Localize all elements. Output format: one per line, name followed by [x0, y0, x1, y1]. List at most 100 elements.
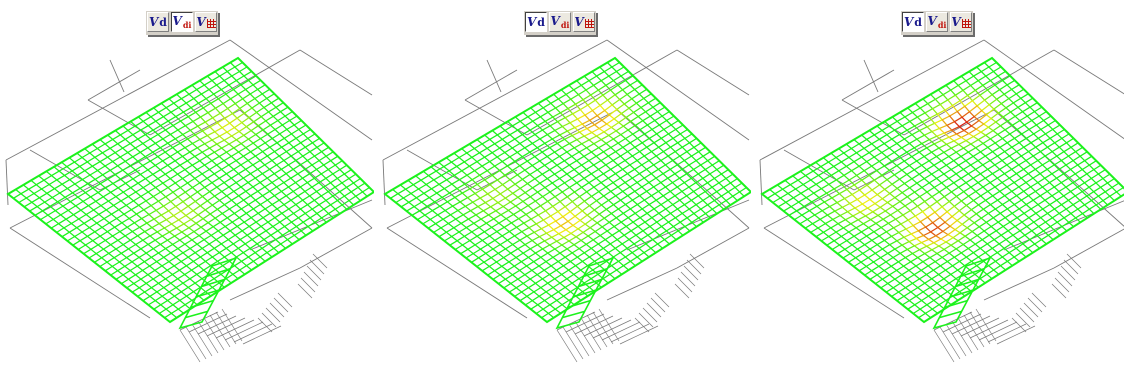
mesh-line — [646, 119, 656, 126]
mesh-line — [595, 131, 605, 137]
mesh-line — [266, 150, 276, 157]
mesh-line — [713, 173, 723, 180]
mesh-line — [162, 200, 172, 207]
mesh-line — [1039, 150, 1046, 157]
mesh-line — [92, 235, 101, 242]
mesh-line — [896, 160, 905, 167]
mesh-line — [237, 146, 247, 153]
mesh-line — [1014, 111, 1024, 117]
mesh-line — [720, 195, 727, 202]
mesh-line — [657, 186, 667, 193]
mesh-line — [617, 203, 627, 210]
mesh-line — [1003, 88, 1013, 95]
mesh-line — [477, 252, 487, 259]
mesh-line — [322, 186, 329, 193]
v-grid-button[interactable]: V — [195, 12, 217, 32]
mesh-line — [612, 177, 621, 184]
mesh-line — [250, 125, 260, 132]
mesh-line — [226, 212, 236, 219]
mesh-line — [713, 195, 723, 202]
mesh-line — [858, 143, 865, 149]
mesh-line — [216, 160, 225, 166]
mesh-line — [924, 108, 934, 114]
mesh-line — [559, 112, 566, 119]
mesh-line — [204, 182, 213, 188]
mesh-line — [1035, 119, 1045, 126]
mesh-line — [253, 230, 260, 236]
frame-line — [983, 267, 1055, 301]
mesh-line — [172, 164, 181, 171]
mesh-line — [163, 223, 173, 229]
mesh-line — [1060, 204, 1067, 210]
mesh-line — [561, 164, 570, 171]
mesh-line — [645, 238, 654, 245]
mesh-line — [541, 147, 551, 153]
mesh-line — [56, 201, 64, 207]
mesh-line — [309, 217, 316, 223]
mesh-line — [553, 93, 560, 100]
mesh-line — [283, 199, 292, 206]
mesh-line — [509, 151, 518, 158]
mesh-line — [804, 223, 814, 229]
v-grid-button[interactable]: V — [573, 12, 595, 32]
mesh-line — [602, 168, 612, 175]
mesh-line — [228, 181, 237, 188]
mesh-line — [103, 217, 111, 224]
mesh-line — [560, 220, 569, 227]
mesh-line — [846, 184, 855, 191]
mesh-line — [286, 238, 294, 245]
mesh-line — [840, 231, 850, 238]
mesh-line — [643, 251, 650, 258]
mesh-line — [110, 244, 117, 250]
mesh-line — [481, 265, 490, 272]
mesh-line — [101, 222, 111, 229]
mesh-line — [97, 244, 105, 250]
mesh-line — [313, 155, 320, 162]
mesh-line — [179, 182, 189, 189]
mesh-line — [325, 173, 334, 179]
frame-line — [606, 267, 678, 301]
mesh-line — [185, 291, 195, 297]
mesh-line — [676, 204, 686, 210]
mesh-line — [189, 247, 196, 254]
mesh-line — [1040, 128, 1047, 135]
mesh-line — [960, 151, 970, 158]
mesh-line — [157, 282, 165, 289]
mesh-line — [154, 295, 163, 302]
mesh-line — [320, 190, 329, 197]
mesh-line — [584, 223, 591, 229]
mesh-line — [519, 116, 529, 122]
frame-line — [676, 227, 750, 269]
mesh-line — [184, 142, 194, 149]
mesh-line — [854, 252, 864, 259]
mesh-line — [113, 252, 122, 259]
mesh-line — [501, 183, 509, 190]
mesh-line — [1026, 110, 1036, 117]
mesh-line — [1005, 102, 1015, 109]
mesh-line — [886, 174, 896, 181]
mesh-line — [526, 182, 534, 189]
mesh-line — [1007, 120, 1014, 126]
mesh-line — [545, 291, 553, 297]
mesh-line — [229, 230, 236, 236]
mesh-line — [193, 230, 200, 237]
mesh-line — [706, 177, 716, 184]
mesh-line — [176, 223, 185, 229]
mesh-line — [626, 168, 636, 175]
mesh-line — [564, 200, 573, 208]
mesh-line — [632, 217, 641, 223]
mesh-line — [524, 169, 531, 176]
mesh-line — [231, 112, 238, 119]
mesh-line — [327, 208, 336, 215]
mesh-line — [463, 231, 473, 237]
mesh-line — [1093, 191, 1100, 197]
mesh-line — [75, 200, 84, 207]
mesh-line — [286, 128, 293, 135]
mesh-line — [899, 196, 908, 203]
mesh-line — [544, 138, 553, 144]
